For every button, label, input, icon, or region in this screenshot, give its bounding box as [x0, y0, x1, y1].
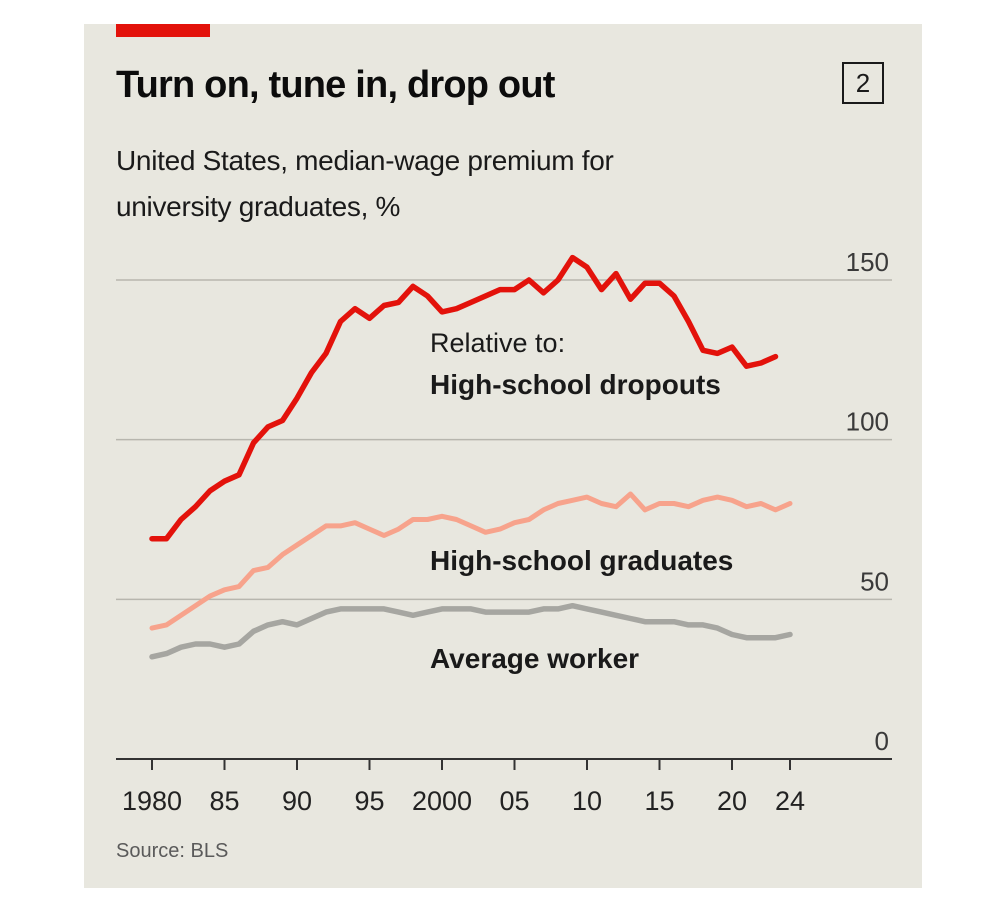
source-note: Source: BLS [116, 840, 229, 862]
y-tick-label-100: 100 [846, 407, 889, 437]
series-label-dropouts: High-school dropouts [430, 369, 721, 400]
x-tick-label-95: 95 [354, 786, 384, 816]
series-line-dropouts [149, 254, 779, 542]
brand-red-bar [116, 24, 210, 37]
x-tick-label-85: 85 [209, 786, 239, 816]
y-tick-label-0: 0 [875, 726, 889, 756]
x-tick-label-15: 15 [644, 786, 674, 816]
x-tick-label-90: 90 [282, 786, 312, 816]
series-label-average-worker: Average worker [430, 643, 639, 674]
annotation-relative-to: Relative to: [430, 328, 565, 358]
x-tick-label-1980: 1980 [122, 786, 182, 816]
x-tick-label-05: 05 [499, 786, 529, 816]
chart-number-badge: 2 [842, 62, 884, 104]
x-tick-label-20: 20 [717, 786, 747, 816]
chart-subtitle: United States, median-wage premium for u… [116, 138, 614, 230]
x-tick-label-24: 24 [775, 786, 805, 816]
subtitle-line-1: United States, median-wage premium for [116, 145, 614, 176]
x-tick-label-2000: 2000 [412, 786, 472, 816]
series-line-hs-graduates [149, 491, 793, 631]
y-tick-label-50: 50 [860, 566, 889, 596]
series-line-average-worker [149, 602, 793, 660]
subtitle-line-2: university graduates, % [116, 191, 401, 222]
chart-panel [84, 24, 922, 888]
y-tick-label-150: 150 [846, 247, 889, 277]
series-label-hs-graduates: High-school graduates [430, 545, 733, 576]
x-tick-label-10: 10 [572, 786, 602, 816]
chart-title: Turn on, tune in, drop out [116, 64, 555, 106]
